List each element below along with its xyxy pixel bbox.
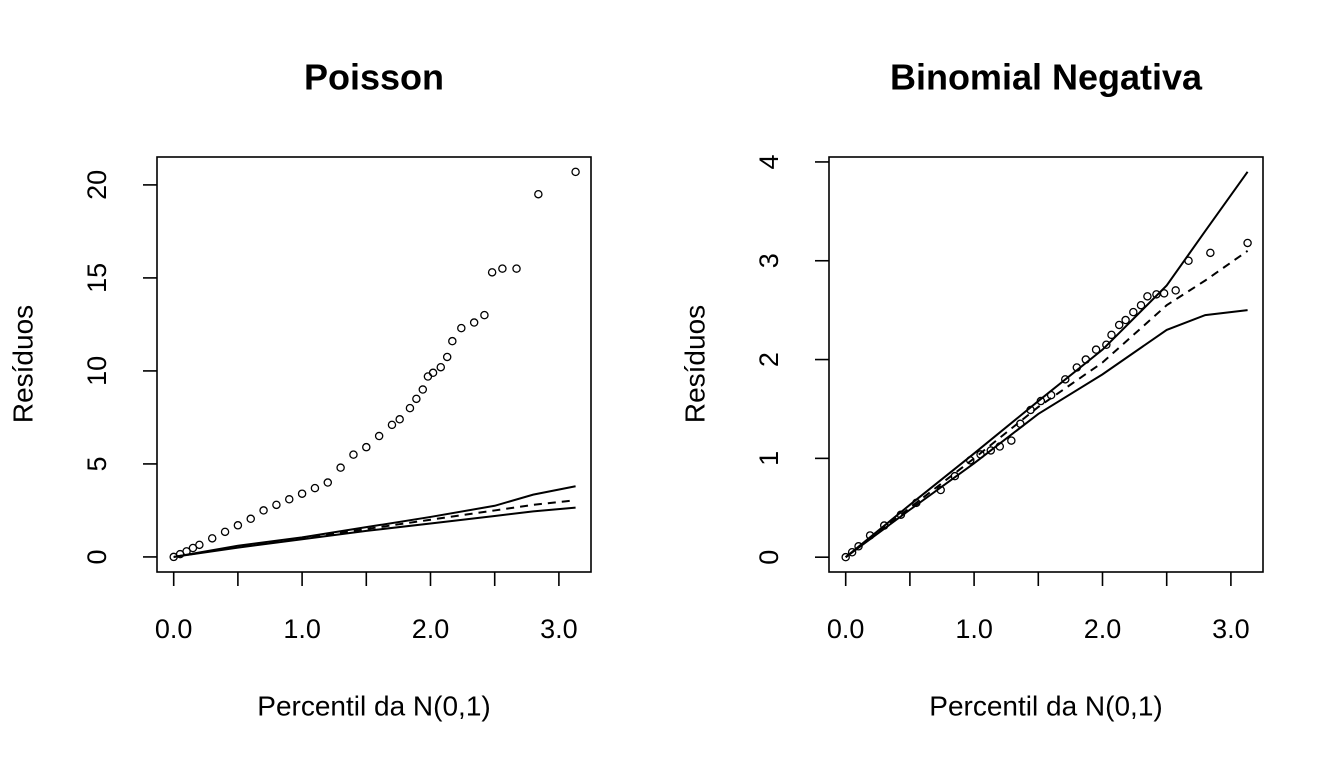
envelope-bound bbox=[173, 506, 576, 558]
data-point bbox=[436, 362, 446, 372]
data-point bbox=[448, 336, 457, 346]
envelope-bound bbox=[173, 485, 576, 558]
data-point bbox=[195, 540, 204, 550]
data-point bbox=[349, 450, 358, 459]
data-point bbox=[207, 534, 217, 543]
data-point bbox=[412, 394, 421, 404]
data-point bbox=[498, 264, 507, 273]
data-point bbox=[1107, 330, 1116, 340]
x-tick-label: 2.0 bbox=[412, 614, 450, 644]
data-point bbox=[1143, 292, 1152, 301]
y-tick-label: 5 bbox=[82, 456, 112, 471]
data-point bbox=[854, 542, 863, 551]
data-point bbox=[1121, 315, 1130, 325]
envelope-bound bbox=[845, 309, 1248, 558]
data-point bbox=[423, 372, 433, 381]
data-point bbox=[1129, 307, 1138, 317]
data-point bbox=[233, 521, 243, 530]
y-tick-label: 2 bbox=[754, 352, 784, 367]
data-point bbox=[374, 431, 384, 441]
data-point bbox=[1243, 238, 1252, 248]
data-point bbox=[259, 506, 268, 515]
data-point bbox=[323, 478, 333, 487]
x-axis-label: Percentil da N(0,1) bbox=[929, 690, 1162, 721]
data-point bbox=[395, 415, 404, 424]
chart-title: Poisson bbox=[304, 57, 444, 98]
data-point bbox=[571, 167, 580, 177]
data-point bbox=[457, 323, 466, 333]
data-point bbox=[336, 463, 345, 472]
data-point bbox=[418, 385, 428, 394]
data-point bbox=[847, 547, 857, 557]
data-point bbox=[220, 527, 230, 537]
panel: Binomial Negativa Percentil da N(0,1) Resí… bbox=[679, 57, 1264, 721]
data-point bbox=[1007, 436, 1016, 445]
data-point bbox=[986, 446, 996, 455]
x-tick-label: 1.0 bbox=[283, 614, 321, 644]
y-tick-label: 0 bbox=[754, 550, 784, 565]
data-point bbox=[285, 495, 294, 504]
y-tick-label: 3 bbox=[754, 253, 784, 268]
x-tick-label: 3.0 bbox=[1212, 614, 1250, 644]
data-point bbox=[1061, 375, 1070, 384]
data-point bbox=[841, 552, 850, 562]
chart-title: Binomial Negativa bbox=[890, 57, 1203, 98]
x-tick-label: 3.0 bbox=[540, 614, 578, 644]
data-point bbox=[310, 483, 320, 493]
data-point bbox=[362, 442, 371, 452]
x-tick-label: 0.0 bbox=[155, 614, 193, 644]
data-point bbox=[1114, 320, 1124, 330]
y-tick-label: 4 bbox=[754, 154, 784, 169]
data-point bbox=[246, 514, 255, 524]
y-axis-label: Resíduos bbox=[679, 305, 710, 423]
data-point bbox=[1171, 286, 1180, 295]
data-point bbox=[1091, 345, 1101, 354]
y-tick-label: 10 bbox=[82, 356, 112, 386]
data-point bbox=[387, 420, 397, 430]
y-tick-label: 20 bbox=[82, 170, 112, 200]
plot-frame bbox=[156, 156, 592, 573]
data-point bbox=[442, 352, 452, 362]
data-point bbox=[297, 489, 307, 498]
panel: Poisson Percentil da N(0,1) Resíduos 0.0 1.0… bbox=[7, 57, 592, 721]
data-point bbox=[534, 189, 543, 199]
data-point bbox=[428, 368, 438, 378]
data-point bbox=[487, 268, 497, 277]
data-point bbox=[1159, 289, 1169, 298]
data-point bbox=[512, 264, 521, 273]
data-point bbox=[480, 310, 489, 320]
y-tick-label: 15 bbox=[82, 263, 112, 293]
data-point bbox=[469, 318, 479, 327]
x-tick-label: 2.0 bbox=[1084, 614, 1122, 644]
plot-frame bbox=[828, 156, 1264, 573]
y-tick-label: 0 bbox=[82, 549, 112, 564]
data-point bbox=[1206, 248, 1215, 258]
x-axis-label: Percentil da N(0,1) bbox=[257, 690, 490, 721]
x-tick-label: 1.0 bbox=[955, 614, 993, 644]
data-point bbox=[272, 500, 281, 510]
envelope-mean bbox=[845, 250, 1249, 558]
data-point bbox=[1136, 300, 1146, 310]
y-axis-label: Resíduos bbox=[7, 305, 38, 423]
data-point bbox=[405, 403, 415, 413]
x-tick-label: 0.0 bbox=[827, 614, 865, 644]
y-tick-label: 1 bbox=[754, 451, 784, 466]
envelope-bound bbox=[845, 171, 1249, 558]
data-point bbox=[1102, 340, 1111, 349]
